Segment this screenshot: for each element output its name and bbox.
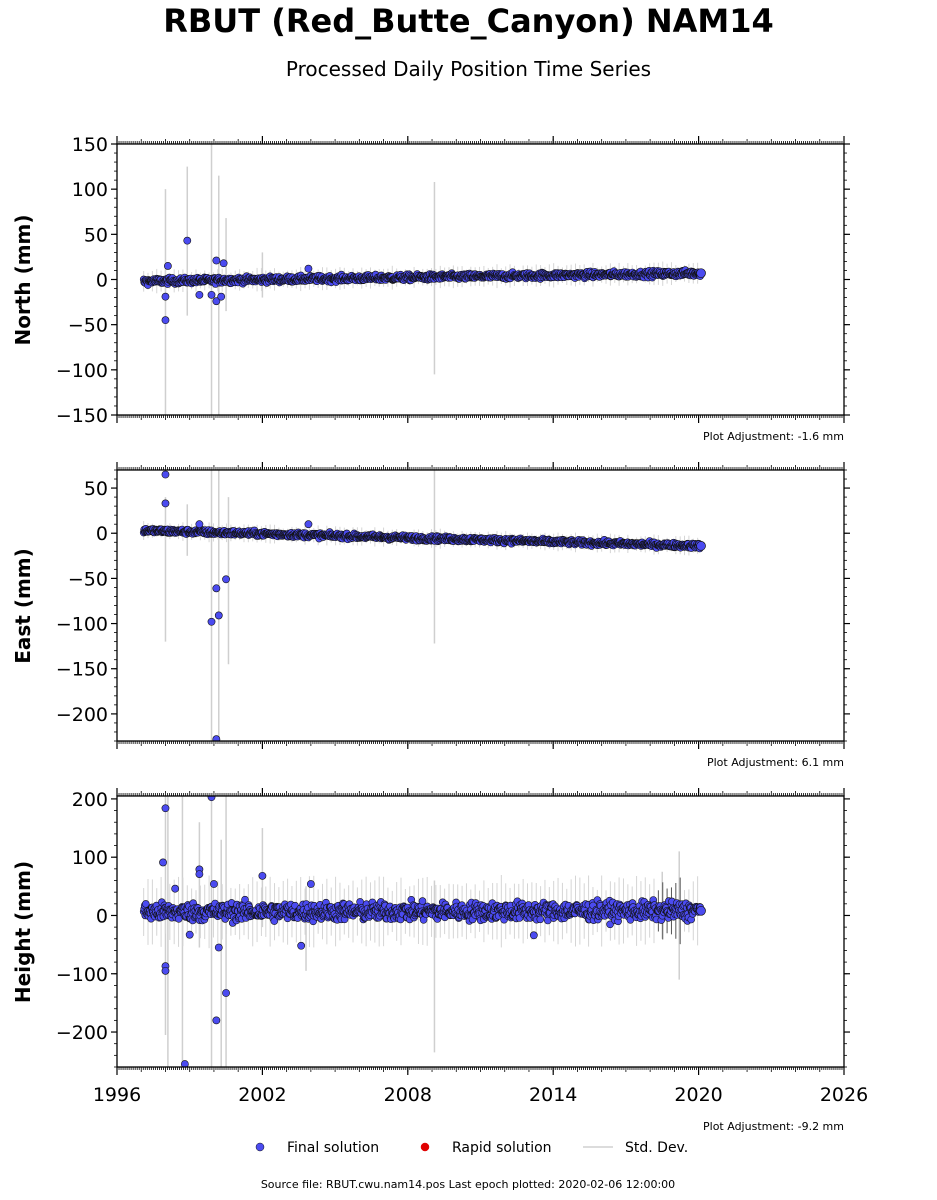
panel-north: −150 −100 −50 0 50 100 150 North (mm) Plot Adjus… [11,134,850,443]
data-point-last [696,541,706,551]
data-point [142,900,150,908]
data-point-outlier [161,292,170,301]
data-point-outlier [304,264,313,273]
data-point-last [696,268,706,279]
y-tick-label: 50 [84,224,108,246]
y-tick-label: 50 [84,478,108,500]
y-axis-label: East (mm) [11,548,35,664]
data-point-outlier [183,236,192,245]
data-point [241,895,249,904]
data-point-outlier [195,520,204,529]
data-point-outlier [207,617,216,626]
chart-subtitle: Processed Daily Position Time Series [285,57,652,81]
data-point-outlier [219,259,228,268]
data-point [270,917,279,925]
y-tick-label: 0 [96,270,108,292]
y-tick-label: −100 [56,360,108,382]
plot-adjustment: Plot Adjustment: -1.6 mm [703,430,844,443]
data-point-outlier [161,499,170,508]
plot-area [139,470,706,741]
y-tick-label: −50 [68,568,108,590]
data-point-outlier [195,290,204,299]
data-point [536,915,545,924]
data-point-outlier [163,262,172,270]
data-point-outlier [212,735,221,741]
data-point [418,897,427,905]
data-point-outlier [207,290,216,299]
panel-east: −200 −150 −100 −50 0 50 East (mm) Plot Adjustme… [11,462,850,769]
data-point-outlier [304,520,313,529]
y-tick-label: −50 [68,315,108,337]
plot-area [139,144,706,415]
data-point-outlier [161,316,170,325]
plot-area [139,796,706,1067]
data-point-outlier [217,292,226,301]
y-tick-label: −100 [56,614,108,636]
data-point-outlier [222,575,230,584]
y-tick-label: −150 [56,659,108,681]
plot-adjustment: Plot Adjustment: 6.1 mm [707,756,844,769]
y-tick-label: 150 [72,134,108,156]
data-point-outlier [212,584,221,593]
y-tick-label: −200 [56,704,108,726]
data-point-outlier [161,470,170,479]
data-point-outlier [212,256,221,265]
plot-frame [116,469,845,742]
chart-title: RBUT (Red_Butte_Canyon) NAM14 [163,2,774,40]
y-axis-label: North (mm) [11,214,35,345]
y-tick-label: 0 [96,523,108,545]
y-tick-label: 100 [72,179,108,201]
data-point-outlier [214,611,223,620]
data-point-outlier [212,297,221,306]
y-tick-label: −150 [56,405,108,427]
